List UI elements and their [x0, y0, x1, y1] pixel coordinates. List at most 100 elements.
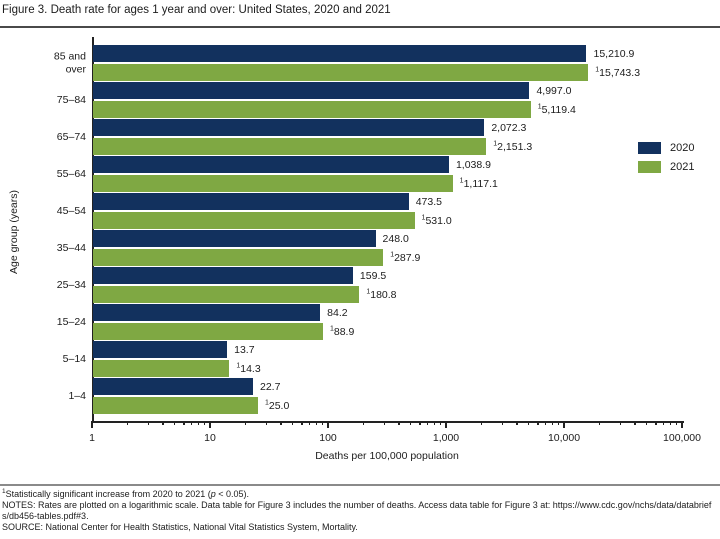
x-minor-tick: [322, 421, 324, 425]
x-minor-tick: [619, 421, 621, 425]
bar-2021: [93, 212, 415, 229]
bar-2021: [93, 64, 589, 81]
legend-label: 2020: [670, 142, 695, 154]
x-minor-tick: [265, 421, 267, 425]
x-minor-tick: [440, 421, 442, 425]
bar-2021: [93, 397, 258, 414]
y-axis-line: [92, 37, 94, 423]
x-minor-tick: [244, 421, 247, 425]
x-axis-title: Deaths per 100,000 population: [315, 450, 459, 462]
x-minor-tick: [669, 421, 672, 425]
category-label: 65–74: [56, 130, 86, 143]
x-axis-line: [92, 421, 684, 423]
figure-title: Figure 3. Death rate for ages 1 year and…: [2, 4, 391, 16]
category-label: 15–24: [56, 315, 86, 328]
x-minor-tick: [516, 421, 518, 425]
bar-2021: [93, 138, 487, 155]
x-minor-tick: [309, 421, 311, 425]
x-major-tick: [563, 421, 565, 428]
value-label-2021: 188.9: [329, 325, 355, 338]
bar-2020: [93, 378, 253, 395]
x-minor-tick: [545, 421, 547, 425]
significance-marker: 1: [390, 251, 395, 258]
footer-divider: [0, 484, 720, 486]
x-minor-tick: [301, 421, 303, 425]
category-label: 25–34: [56, 278, 86, 291]
x-minor-tick: [204, 421, 206, 425]
x-minor-tick: [501, 421, 503, 425]
x-minor-tick: [427, 421, 429, 425]
x-major-tick: [209, 421, 211, 428]
x-major-tick: [327, 421, 329, 428]
x-minor-tick: [537, 421, 539, 425]
bar-2020: [93, 156, 449, 173]
legend-swatch-2020: [638, 142, 661, 154]
x-minor-tick: [480, 421, 483, 425]
x-minor-tick: [433, 421, 436, 425]
x-minor-tick: [280, 421, 282, 425]
bar-2020: [93, 230, 376, 247]
bar-2020: [93, 45, 587, 62]
x-minor-tick: [551, 421, 554, 425]
category-label: 1–4: [68, 389, 86, 402]
category-label: 5–14: [62, 352, 86, 365]
footnote-source: SOURCE: National Center for Health Stati…: [2, 522, 358, 532]
significance-marker: 1: [537, 103, 542, 110]
category-label: 35–44: [56, 241, 86, 254]
x-minor-tick: [598, 421, 601, 425]
legend-label: 2021: [670, 161, 695, 173]
x-tick-label: 10,000: [547, 432, 581, 444]
x-minor-tick: [147, 421, 149, 425]
value-label-2020: 15,210.9: [593, 47, 635, 60]
x-major-tick: [681, 421, 683, 428]
bar-2021: [93, 360, 230, 377]
bar-2020: [93, 341, 228, 358]
bar-2020: [93, 267, 353, 284]
legend-swatch-2021: [638, 161, 661, 173]
significance-marker: 1: [421, 214, 426, 221]
bar-2021: [93, 249, 384, 266]
footnotes: 1Statistically significant increase from…: [2, 488, 716, 533]
value-label-2021: 1287.9: [390, 251, 421, 264]
x-tick-label: 1,000: [432, 432, 460, 444]
x-tick-label: 10: [204, 432, 216, 444]
value-label-2020: 473.5: [415, 195, 442, 208]
value-label-2020: 84.2: [327, 306, 348, 319]
category-label: 45–54: [56, 204, 86, 217]
x-minor-tick: [162, 421, 164, 425]
value-label-2021: 12,151.3: [493, 140, 533, 153]
legend: 2020 2021: [638, 142, 694, 180]
value-label-2021: 11,117.1: [459, 177, 498, 190]
x-major-tick: [91, 421, 93, 428]
x-minor-tick: [655, 421, 657, 425]
bar-2020: [93, 82, 530, 99]
x-minor-tick: [419, 421, 421, 425]
x-minor-tick: [645, 421, 648, 425]
y-axis-label: Age group (years): [8, 189, 20, 275]
value-label-2021: 115,743.3: [595, 66, 641, 79]
legend-item: 2020: [638, 142, 694, 154]
bar-2021: [93, 101, 531, 118]
x-minor-tick: [383, 421, 385, 425]
bar-2020: [93, 119, 485, 136]
significance-marker: 1: [329, 325, 334, 332]
x-minor-tick: [191, 421, 193, 425]
value-label-2020: 22.7: [260, 380, 281, 393]
title-divider: [0, 26, 720, 28]
footnote-significance: 1Statistically significant increase from…: [2, 488, 250, 499]
bar-2021: [93, 175, 453, 192]
value-label-2020: 13.7: [234, 343, 255, 356]
x-minor-tick: [676, 421, 678, 425]
x-minor-tick: [291, 421, 294, 425]
x-minor-tick: [634, 421, 636, 425]
value-label-2020: 248.0: [382, 232, 409, 245]
value-label-2021: 125.0: [264, 399, 290, 412]
significance-marker: 1: [236, 362, 241, 369]
x-minor-tick: [126, 421, 129, 425]
significance-marker: 1: [459, 177, 464, 184]
x-minor-tick: [409, 421, 412, 425]
x-minor-tick: [173, 421, 176, 425]
value-label-2021: 1180.8: [366, 288, 397, 301]
x-tick-label: 1: [89, 432, 95, 444]
